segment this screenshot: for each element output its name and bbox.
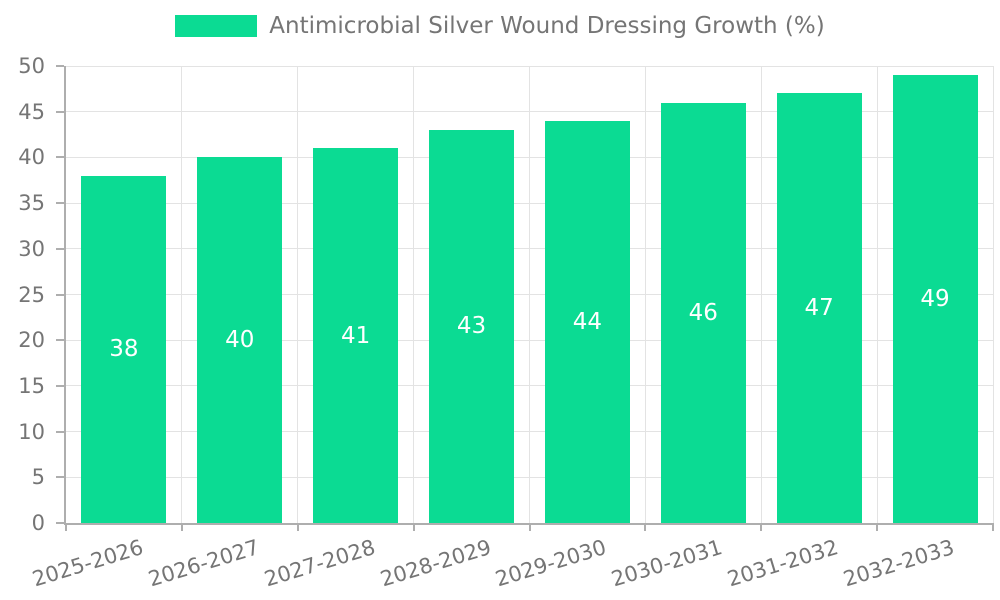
y-axis-tick xyxy=(56,476,64,479)
bar-2030-2031 xyxy=(660,102,746,523)
gridline-vertical xyxy=(529,66,530,523)
x-axis-tick xyxy=(412,523,415,531)
x-axis-tick xyxy=(65,523,67,531)
bar-2032-2033 xyxy=(892,75,978,523)
y-axis-tick xyxy=(56,65,64,67)
y-axis-tick xyxy=(56,522,64,524)
y-axis-tick xyxy=(56,110,64,113)
x-axis-tick xyxy=(760,523,763,531)
gridline-vertical xyxy=(760,66,762,523)
bar-2025-2026 xyxy=(81,175,167,523)
y-axis-label: 15 xyxy=(18,373,45,398)
y-axis-tick xyxy=(56,156,64,159)
y-axis-label: 45 xyxy=(18,99,45,124)
x-axis-line xyxy=(64,523,993,525)
bar-value-label: 43 xyxy=(456,313,487,340)
y-axis-tick xyxy=(56,384,64,387)
y-axis-tick xyxy=(56,293,64,296)
y-axis-line xyxy=(64,66,66,523)
plot-area: 0 5 10 15 20 25 30 35 40 45 50 38 2025-2026 40 2026-20… xyxy=(18,54,994,591)
legend-item[interactable]: Antimicrobial Silver Wound Dressing Grow… xyxy=(175,12,825,40)
bar-value-label: 41 xyxy=(341,322,371,349)
bar-value-label: 49 xyxy=(920,286,950,313)
y-axis-label: 35 xyxy=(18,191,45,216)
bar-2027-2028 xyxy=(313,148,399,523)
y-axis-tick xyxy=(56,247,64,250)
bar-2026-2027 xyxy=(197,157,283,523)
y-axis-label: 30 xyxy=(18,236,45,261)
x-axis-tick xyxy=(992,523,994,531)
bar-value-label: 46 xyxy=(688,299,718,326)
legend-swatch-icon xyxy=(175,15,258,37)
gridline-vertical xyxy=(644,66,646,523)
legend-label: Antimicrobial Silver Wound Dressing Grow… xyxy=(269,13,825,39)
bar-2031-2032 xyxy=(776,93,862,523)
x-axis-tick xyxy=(644,523,647,531)
bar-2028-2029 xyxy=(429,129,515,523)
gridline-vertical xyxy=(992,66,994,523)
gridline-vertical xyxy=(181,66,183,523)
y-axis-tick xyxy=(56,430,64,433)
y-axis-tick xyxy=(56,339,64,342)
y-axis-label: 40 xyxy=(18,145,45,170)
x-axis-tick xyxy=(528,523,531,531)
y-axis-tick xyxy=(56,202,64,205)
y-axis-label: 10 xyxy=(18,419,45,444)
x-axis-tick xyxy=(180,523,183,531)
gridline-vertical xyxy=(413,66,415,523)
gridline-vertical xyxy=(876,66,878,523)
y-axis-label: 0 xyxy=(31,511,45,535)
y-axis-label: 50 xyxy=(18,54,45,78)
bar-value-label: 47 xyxy=(804,295,834,322)
bar-value-label: 44 xyxy=(572,308,603,335)
gridline-vertical xyxy=(297,66,299,523)
x-axis-tick xyxy=(876,523,879,531)
bar-value-label: 40 xyxy=(225,327,255,354)
y-axis-label: 25 xyxy=(18,282,45,307)
legend: Antimicrobial Silver Wound Dressing Grow… xyxy=(0,12,1000,40)
y-axis-label: 5 xyxy=(31,465,45,490)
bar-2029-2030 xyxy=(544,120,630,523)
bar-value-label: 38 xyxy=(109,336,139,363)
x-axis-tick xyxy=(296,523,299,531)
y-axis-label: 20 xyxy=(18,328,45,353)
